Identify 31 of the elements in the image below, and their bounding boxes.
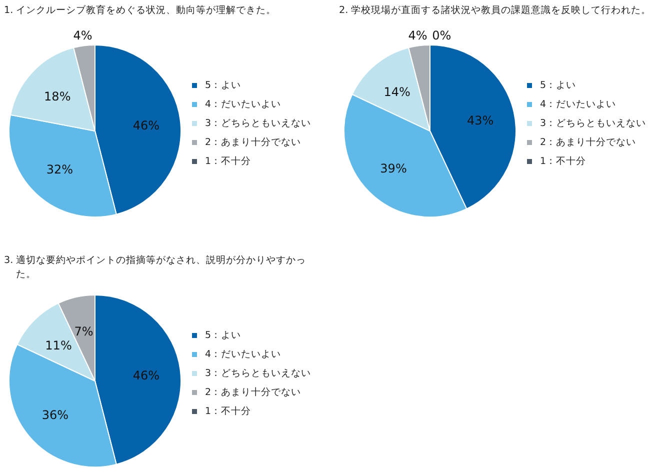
- data-label: 11%: [45, 338, 72, 353]
- legend-label: 1：不十分: [205, 156, 252, 167]
- legend-label: 4：だいたいよい: [205, 349, 282, 360]
- legend-label: 4：だいたいよい: [205, 99, 282, 110]
- data-label: 43%: [467, 114, 494, 128]
- chart-title: 2. 学校現場が直面する諸状況や教員の課題意識を反映して行われた。: [339, 4, 652, 18]
- legend-label: 3：どちらともいえない: [540, 118, 646, 129]
- data-label: 46%: [132, 118, 160, 133]
- chart-title: 1. インクルーシブ教育をめぐる状況、動向等が理解できた。: [4, 4, 278, 18]
- legend-label: 5：よい: [205, 80, 242, 91]
- legend-label: 5：よい: [205, 330, 242, 341]
- data-label: 18%: [44, 90, 71, 104]
- legend-label: 1：不十分: [540, 156, 586, 167]
- legend-label: 3：どちらともいえない: [205, 368, 312, 379]
- data-label: 7%: [74, 324, 94, 339]
- legend-label: 2：あまり十分でない: [540, 137, 636, 148]
- data-label: 46%: [132, 368, 160, 383]
- legend-label: 3：どちらともいえない: [205, 118, 312, 129]
- data-label: 32%: [46, 162, 74, 177]
- legend-label: 4：だいたいよい: [540, 99, 616, 110]
- legend-label: 2：あまり十分でない: [205, 387, 302, 398]
- chart-title: 3. 適切な要約やポイントの指摘等がなされ、説明が分かりやすかった。: [4, 254, 308, 282]
- data-label: 4%: [408, 28, 428, 43]
- data-label: 4%: [73, 28, 92, 43]
- data-label: 39%: [380, 161, 407, 176]
- legend-label: 1：不十分: [205, 406, 252, 417]
- data-label: 14%: [384, 85, 410, 100]
- legend-label: 2：あまり十分でない: [205, 137, 302, 148]
- data-label: 36%: [42, 408, 69, 422]
- text: 0%: [432, 28, 452, 43]
- legend-label: 5：よい: [540, 80, 576, 91]
